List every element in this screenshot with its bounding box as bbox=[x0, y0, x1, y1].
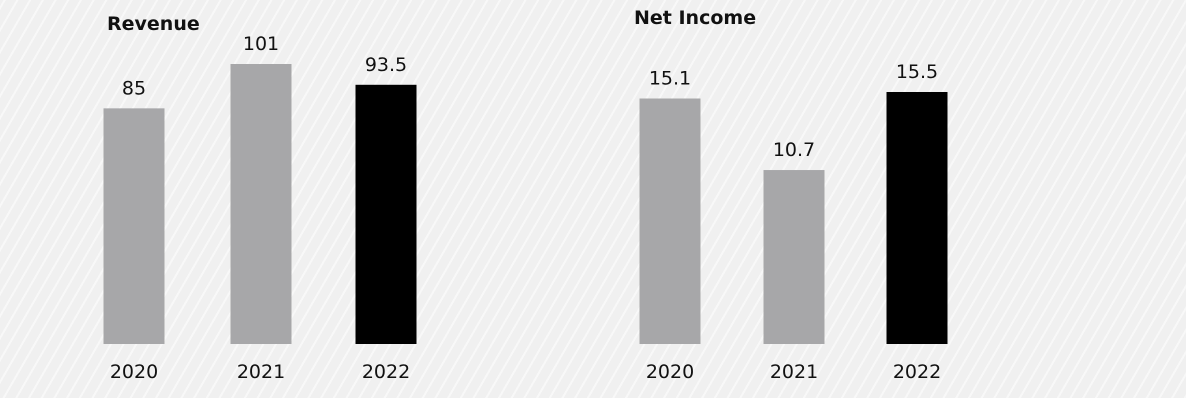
revenue-chart-title: Revenue bbox=[107, 13, 200, 35]
revenue-value-labels: 85 101 93.5 bbox=[122, 33, 407, 99]
net-income-bar-2022 bbox=[886, 92, 948, 344]
net-income-tick-label-2021: 2021 bbox=[770, 361, 818, 383]
net-income-tick-label-2022: 2022 bbox=[893, 361, 941, 383]
revenue-tick-label-2020: 2020 bbox=[110, 361, 158, 383]
revenue-chart: Revenue 85 101 93.5 2020 2021 2022 bbox=[103, 13, 417, 383]
net-income-bar-2020 bbox=[639, 98, 701, 344]
revenue-x-axis-ticks: 2020 2021 2022 bbox=[110, 361, 410, 383]
revenue-bar-2022 bbox=[355, 84, 417, 344]
revenue-tick-label-2021: 2021 bbox=[237, 361, 285, 383]
net-income-x-axis-ticks: 2020 2021 2022 bbox=[646, 361, 941, 383]
net-income-tick-label-2020: 2020 bbox=[646, 361, 694, 383]
net-income-bars bbox=[639, 92, 948, 344]
net-income-chart: Net Income 15.1 10.7 15.5 2020 2021 2022 bbox=[634, 7, 948, 383]
revenue-value-label-2020: 85 bbox=[122, 77, 146, 99]
revenue-value-label-2022: 93.5 bbox=[365, 54, 407, 76]
net-income-value-labels: 15.1 10.7 15.5 bbox=[649, 61, 938, 161]
net-income-value-label-2022: 15.5 bbox=[896, 61, 938, 83]
revenue-bar-2020 bbox=[103, 108, 165, 344]
net-income-chart-title: Net Income bbox=[634, 7, 756, 29]
net-income-value-label-2020: 15.1 bbox=[649, 68, 691, 90]
revenue-value-label-2021: 101 bbox=[243, 33, 279, 55]
net-income-bar-2021 bbox=[763, 170, 825, 344]
revenue-bar-2021 bbox=[230, 64, 292, 344]
revenue-tick-label-2022: 2022 bbox=[362, 361, 410, 383]
revenue-bars bbox=[103, 64, 417, 344]
net-income-value-label-2021: 10.7 bbox=[773, 139, 815, 161]
